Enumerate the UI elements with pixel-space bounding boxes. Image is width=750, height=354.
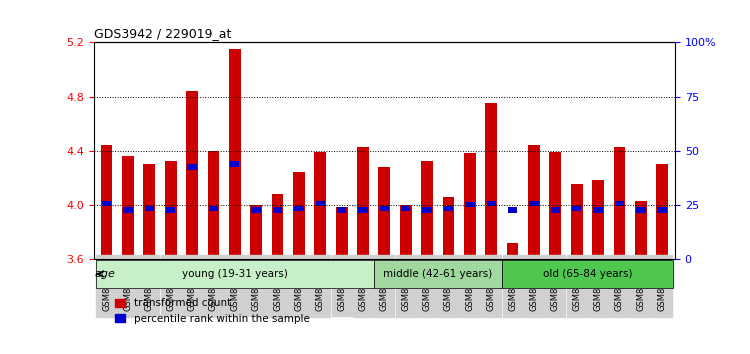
Bar <box>572 206 581 211</box>
Text: middle (42-61 years): middle (42-61 years) <box>383 269 493 279</box>
Bar <box>379 167 390 259</box>
Bar <box>229 49 241 259</box>
Bar <box>272 194 284 259</box>
Bar <box>442 196 454 259</box>
Bar <box>208 151 219 259</box>
FancyBboxPatch shape <box>96 260 374 287</box>
Bar <box>209 206 218 211</box>
Bar <box>337 207 346 213</box>
Bar <box>636 207 646 213</box>
FancyBboxPatch shape <box>374 260 502 287</box>
Text: young (19-31 years): young (19-31 years) <box>182 269 288 279</box>
Bar <box>656 164 668 259</box>
Bar <box>507 242 518 259</box>
Bar <box>635 201 646 259</box>
FancyBboxPatch shape <box>502 260 673 287</box>
Text: age: age <box>94 269 115 279</box>
Bar <box>294 206 304 211</box>
Bar <box>145 206 154 211</box>
Bar <box>123 207 133 213</box>
Bar <box>444 206 453 211</box>
Bar <box>465 202 475 207</box>
Bar <box>508 207 518 213</box>
Bar <box>314 152 326 259</box>
Bar <box>380 206 389 211</box>
Bar <box>614 147 626 259</box>
Bar <box>358 207 368 213</box>
Bar <box>528 145 540 259</box>
Bar <box>401 206 410 211</box>
Bar <box>165 161 176 259</box>
Bar <box>188 164 196 170</box>
Bar <box>400 205 412 259</box>
Legend: transformed count, percentile rank within the sample: transformed count, percentile rank withi… <box>110 294 314 328</box>
Bar <box>251 207 261 213</box>
Bar <box>293 172 304 259</box>
Bar <box>166 207 176 213</box>
Bar <box>658 207 667 213</box>
Bar <box>100 145 112 259</box>
Bar <box>530 201 538 206</box>
Text: GDS3942 / 229019_at: GDS3942 / 229019_at <box>94 27 231 40</box>
Bar <box>336 207 347 259</box>
Bar <box>422 161 433 259</box>
Bar <box>273 207 282 213</box>
Bar <box>592 181 604 259</box>
Bar <box>143 164 155 259</box>
Bar <box>485 103 497 259</box>
Bar <box>615 201 624 206</box>
Bar <box>102 201 111 206</box>
Bar <box>251 205 262 259</box>
Bar <box>464 153 476 259</box>
Bar <box>571 184 583 259</box>
Bar <box>186 91 198 259</box>
Bar <box>357 147 369 259</box>
Bar <box>422 207 432 213</box>
Bar <box>550 152 561 259</box>
Bar <box>487 201 496 206</box>
Bar <box>316 201 325 206</box>
Bar <box>550 207 560 213</box>
Bar <box>593 207 603 213</box>
Bar <box>122 156 134 259</box>
Bar <box>230 161 239 167</box>
Text: old (65-84 years): old (65-84 years) <box>543 269 632 279</box>
